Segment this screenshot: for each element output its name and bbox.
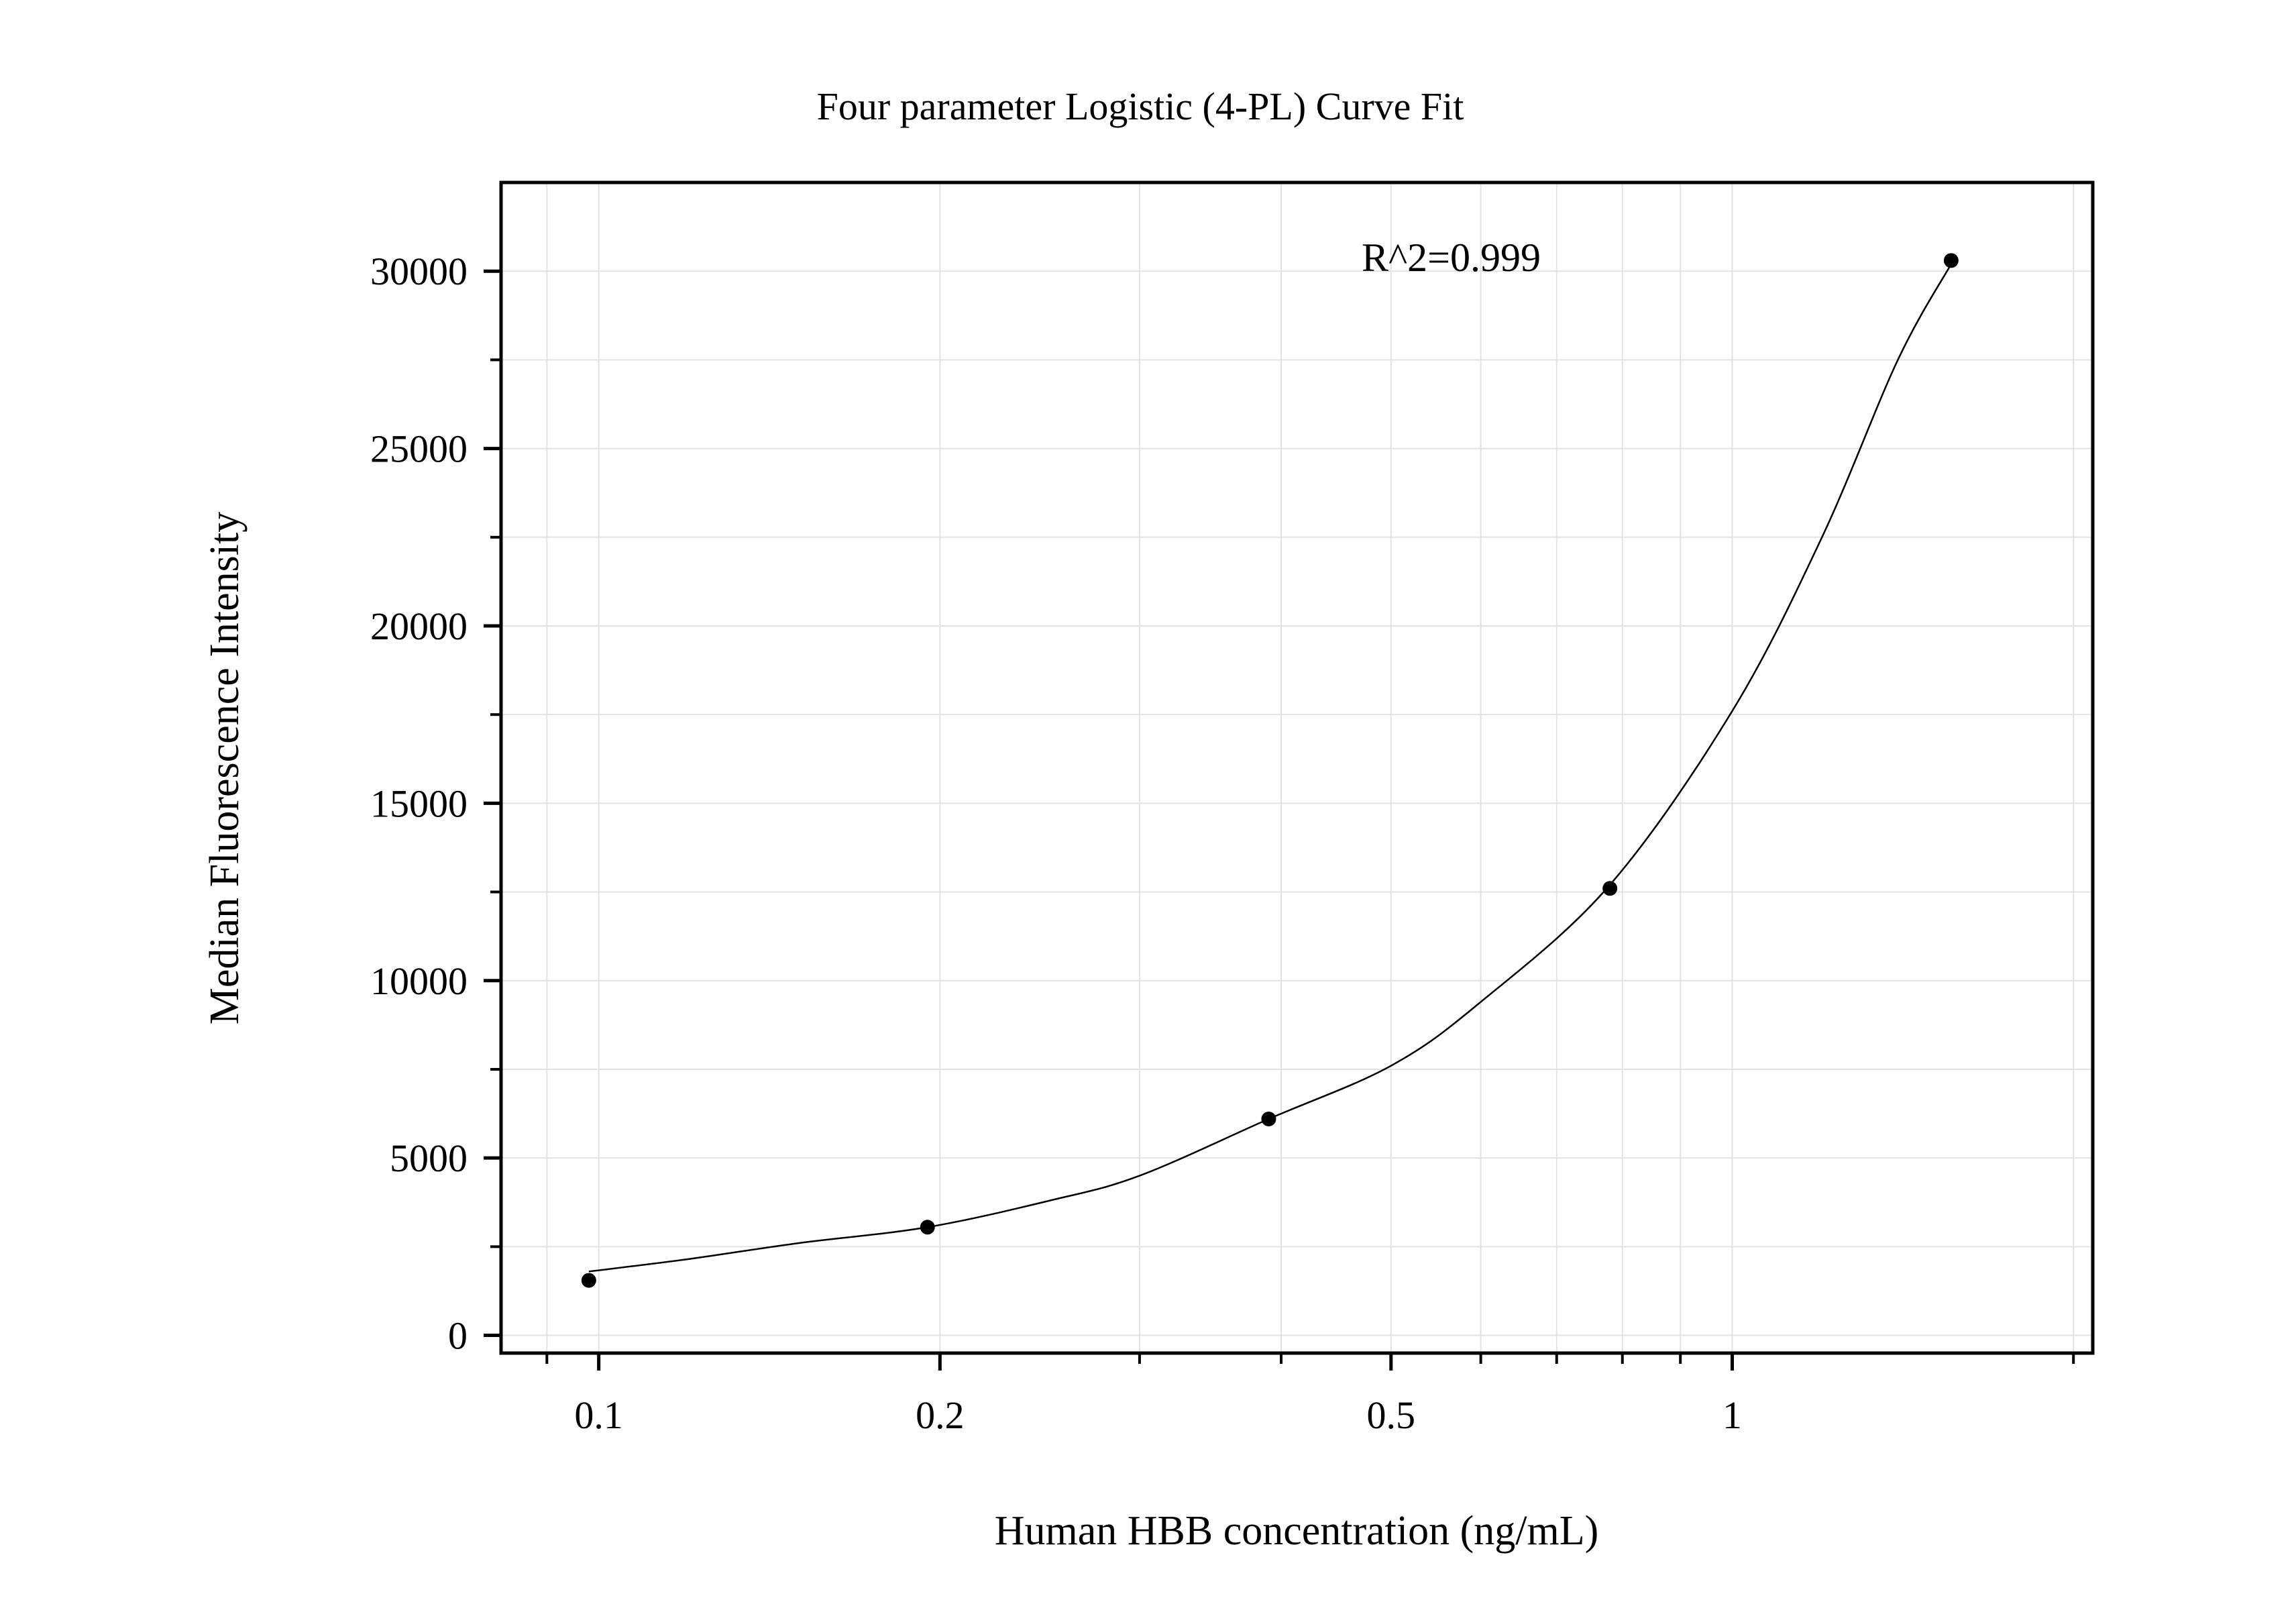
- x-tick-label: 0.2: [916, 1393, 965, 1437]
- fit-curve-line: [588, 264, 1952, 1273]
- y-tick-label: 5000: [390, 1136, 468, 1180]
- plot-frame: [499, 180, 2095, 1355]
- data-point: [1943, 253, 1959, 268]
- data-point: [1602, 881, 1618, 896]
- x-tick-label: 0.1: [574, 1393, 623, 1437]
- y-tick-label: 0: [448, 1314, 468, 1358]
- grid: [501, 182, 2093, 1353]
- y-tick-label: 25000: [370, 427, 468, 471]
- y-tick-label: 15000: [370, 782, 468, 825]
- y-tick-label: 10000: [370, 959, 468, 1003]
- y-axis-label: Median Fluorescence Intensity: [202, 512, 248, 1024]
- y-tick-label: 20000: [370, 604, 468, 648]
- r-squared-annotation: R^2=0.999: [1362, 235, 1541, 280]
- data-point: [920, 1220, 935, 1235]
- x-axis-label: Human HBB concentration (ng/mL): [995, 1508, 1599, 1554]
- x-tick-label: 0.5: [1367, 1393, 1416, 1437]
- data-points: [581, 253, 1959, 1288]
- axis-ticks: [484, 269, 2075, 1371]
- x-tick-label: 1: [1723, 1393, 1742, 1437]
- tick-labels: 0.1 0.2 0.5 1 0 5000 10000 15000 20000 25000 30000: [370, 250, 1742, 1437]
- data-point: [1261, 1112, 1276, 1126]
- chart-title: Four parameter Logistic (4-PL) Curve Fit: [817, 85, 1464, 128]
- y-tick-label: 30000: [370, 250, 468, 293]
- data-point: [581, 1273, 596, 1288]
